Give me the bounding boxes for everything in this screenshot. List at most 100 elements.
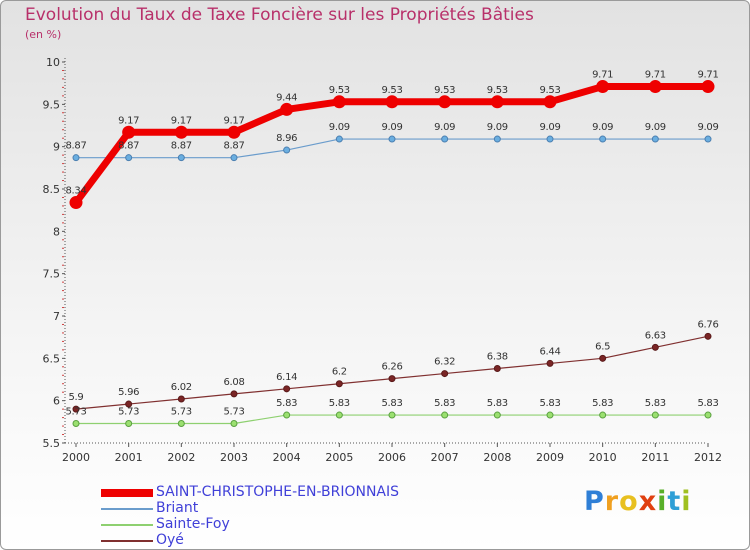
data-point [177, 420, 185, 428]
legend-swatch [101, 524, 153, 526]
data-label: 6.08 [223, 377, 244, 388]
x-tick-label: 2006 [378, 451, 406, 464]
series-layer [69, 80, 715, 428]
data-point [546, 411, 554, 419]
data-point [177, 395, 185, 403]
data-point [599, 354, 607, 362]
data-point [230, 154, 238, 162]
data-label: 9.09 [539, 122, 560, 133]
logo-letter: i [657, 486, 668, 517]
data-label: 5.83 [697, 398, 718, 409]
x-tick-label: 2000 [62, 451, 90, 464]
data-label: 8.34 [65, 186, 86, 197]
data-point [388, 375, 396, 383]
y-tick-label: 6 [53, 395, 60, 408]
data-point [599, 411, 607, 419]
y-unit-label: (en %) [25, 28, 62, 41]
y-tick-label: 10 [46, 56, 60, 69]
data-label: 8.87 [223, 141, 244, 152]
data-point [543, 95, 557, 109]
y-tick-label: 7 [53, 310, 60, 323]
data-point [493, 364, 501, 372]
data-point [283, 146, 291, 154]
data-label: 9.09 [592, 122, 613, 133]
data-point [230, 420, 238, 428]
data-point [388, 135, 396, 143]
legend-swatch [101, 540, 153, 542]
x-tick-label: 2008 [483, 451, 511, 464]
logo-letter: x [638, 486, 658, 517]
data-label: 9.09 [697, 122, 718, 133]
data-point [704, 135, 712, 143]
y-tick-label: 8 [53, 225, 60, 238]
data-point [72, 154, 80, 162]
data-label: 9.09 [487, 122, 508, 133]
logo-letter: r [604, 486, 620, 517]
data-point [599, 135, 607, 143]
logo-letter: i [681, 486, 692, 517]
data-point [493, 135, 501, 143]
logo-letter: o [619, 486, 639, 517]
data-label: 9.09 [381, 122, 402, 133]
data-label: 6.38 [487, 351, 508, 362]
chart-title: Evolution du Taux de Taxe Foncière sur l… [25, 5, 534, 25]
data-label: 9.09 [329, 122, 350, 133]
data-point [72, 405, 80, 413]
data-point [125, 400, 133, 408]
data-label: 5.83 [592, 398, 613, 409]
data-label: 8.96 [276, 133, 297, 144]
x-tick-label: 2004 [273, 451, 301, 464]
data-label: 9.53 [539, 85, 560, 96]
data-point [280, 102, 294, 116]
legend-swatch [101, 489, 153, 497]
data-label: 9.71 [645, 70, 666, 81]
data-point [438, 95, 452, 109]
data-point [385, 95, 399, 109]
data-point [704, 411, 712, 419]
data-label: 8.87 [118, 141, 139, 152]
data-point [648, 80, 662, 94]
data-point [596, 80, 610, 94]
data-point [174, 125, 188, 139]
data-point [335, 135, 343, 143]
y-tick-label: 7.5 [43, 268, 61, 281]
y-tick-label: 5.5 [43, 437, 61, 450]
data-point [441, 370, 449, 378]
data-point [490, 95, 504, 109]
legend-label: Sainte-Foy [156, 516, 230, 532]
data-label: 5.73 [223, 407, 244, 418]
data-label: 6.14 [276, 372, 297, 383]
data-point [122, 125, 136, 139]
data-label: 6.5 [595, 341, 610, 352]
data-label: 9.17 [118, 115, 139, 126]
data-point [388, 411, 396, 419]
data-point [177, 154, 185, 162]
data-label: 5.83 [381, 398, 402, 409]
logo-letter: P [584, 486, 605, 517]
data-label: 5.83 [539, 398, 560, 409]
legend-label: SAINT-CHRISTOPHE-EN-BRIONNAIS [156, 484, 400, 500]
data-label: 5.9 [68, 392, 83, 403]
logo-letter: t [667, 486, 682, 517]
data-point [72, 420, 80, 428]
data-label: 5.83 [645, 398, 666, 409]
x-tick-label: 2005 [325, 451, 353, 464]
data-label: 9.09 [645, 122, 666, 133]
x-tick-label: 2010 [589, 451, 617, 464]
data-label: 9.09 [434, 122, 455, 133]
y-tick-label: 9.5 [43, 98, 61, 111]
data-label: 5.73 [118, 407, 139, 418]
data-point [332, 95, 346, 109]
data-label: 9.17 [223, 115, 244, 126]
x-tick-label: 2012 [694, 451, 722, 464]
y-tick-label: 6.5 [43, 352, 61, 365]
data-label: 5.73 [171, 407, 192, 418]
data-label: 5.83 [487, 398, 508, 409]
data-label: 5.83 [276, 398, 297, 409]
data-label: 6.2 [332, 367, 347, 378]
data-point [441, 135, 449, 143]
data-point [493, 411, 501, 419]
data-point [651, 343, 659, 351]
data-label: 8.87 [171, 141, 192, 152]
